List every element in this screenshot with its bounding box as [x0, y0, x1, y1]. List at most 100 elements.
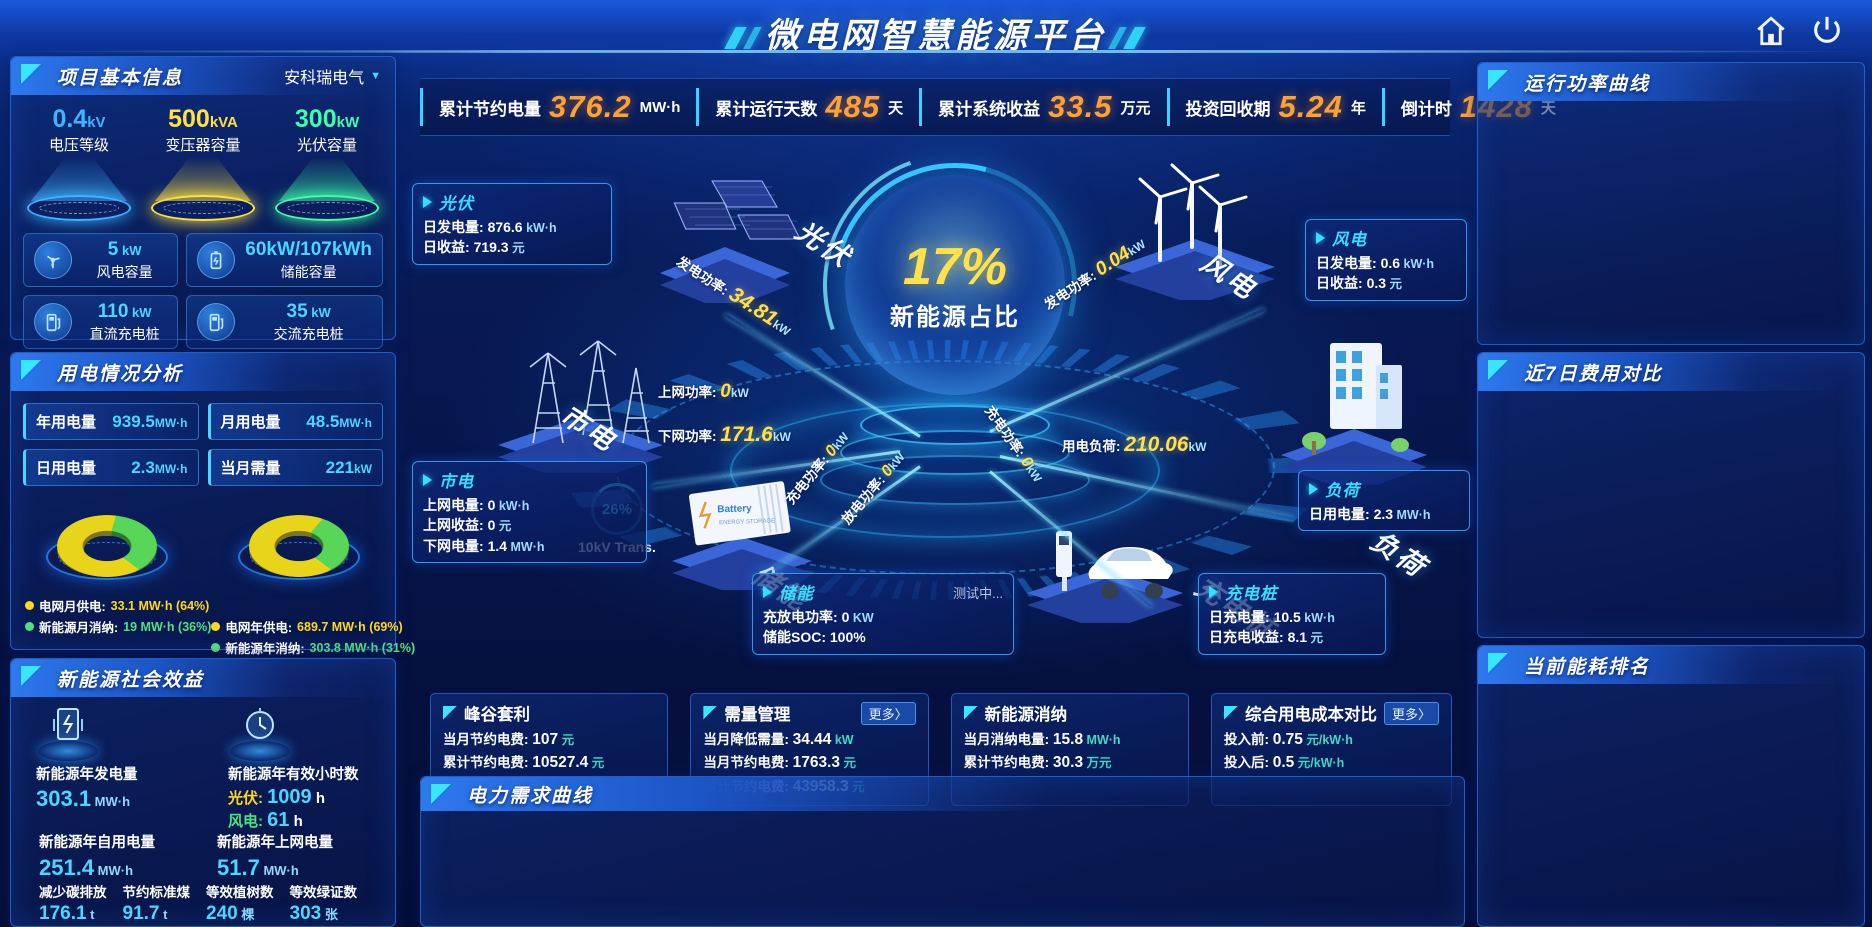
row-unit: kW·h — [495, 499, 530, 513]
summary-card-row: 累计节约电费: 30.3 万元 — [964, 751, 1176, 774]
power-icon[interactable] — [1810, 14, 1844, 48]
charger-icon — [197, 303, 236, 341]
node-pv[interactable] — [650, 163, 801, 311]
node-card-header: 负荷 — [1309, 477, 1459, 501]
benefit-icon-pad — [36, 705, 100, 761]
panel-title: 运行功率曲线 — [1524, 73, 1651, 95]
row-unit: 元 — [558, 733, 575, 747]
node-card-row: 日发电量: 0.6 kW·h — [1316, 253, 1456, 273]
summary-card-row: 当月节约电费: 1763.3 元 — [703, 751, 915, 774]
corner-glyph-icon — [443, 706, 457, 720]
benefit-label: 等效植树数 — [206, 884, 274, 900]
benefit-sub-number: 1009 — [267, 786, 312, 808]
summary-card-row: 当月消纳电量: 15.8 MW·h — [964, 728, 1176, 751]
capacity-card: 5 kW 风电容量 — [23, 233, 179, 287]
row-unit: 元/kW·h — [1294, 756, 1345, 771]
node-load[interactable] — [1272, 325, 1437, 493]
node-card-storage: 储能 测试中... 充放电功率: 0 KW 储能SOC: 100% — [752, 573, 1014, 655]
row-label: 累计节约电费: — [443, 755, 533, 771]
summary-card-title: 需量管理 — [724, 706, 791, 724]
title-decor-right-icon — [1123, 27, 1147, 49]
capacity-spotlights: 0.4kV 电压等级 500kVA 变压器容量 300kW 光伏容量 — [11, 95, 395, 221]
panel-usage-analysis: 用电情况分析 年用电量 939.5MW·h 月用电量 48.5MW·h 日用电量 2.3M… — [10, 352, 415, 656]
summary-card-row: 当月降低需量: 34.44 kW — [703, 728, 915, 751]
row-unit: 元 — [1386, 277, 1403, 292]
panel-power-curve: 运行功率曲线 — [1477, 62, 1865, 345]
benefit-sub-unit: h — [289, 813, 303, 830]
kpi-unit: 年 — [1350, 99, 1366, 117]
kpi-label: 倒计时 — [1400, 99, 1452, 119]
more-button[interactable]: 更多〉 — [860, 701, 916, 725]
node-card-load: 负荷 日用电量: 2.3 MW·h — [1298, 470, 1470, 532]
usage-chip-label: 月用电量 — [220, 414, 281, 431]
benefit-mini-stats: 减少碳排放 176.1 t 节约标准煤 91.7 t 等效植树数 240 棵 等效绿证数 30… — [11, 879, 395, 925]
node-card-row: 充放电功率: 0 KW — [763, 607, 1003, 627]
row-label: 日发电量: — [423, 219, 488, 235]
capacity-card-text: 5 kW 风电容量 — [82, 239, 167, 282]
benefit-sub-number: 61 — [267, 809, 290, 831]
benefit-sub-label: 风电: — [228, 813, 268, 830]
flow-value: 0 — [720, 381, 731, 402]
svg-text:ENERGY STORAGE: ENERGY STORAGE — [719, 518, 775, 526]
spotlight-pad-icon — [151, 195, 255, 221]
glow-pad-icon — [38, 741, 98, 761]
node-card-grid: 市电 上网电量: 0 kW·h 上网收益: 0 元下网电量: 1.4 MW·h — [412, 461, 647, 563]
row-unit: KW — [849, 611, 874, 625]
usage-chip-value: 221kW — [325, 457, 372, 477]
row-value: 0.5 — [1272, 754, 1295, 772]
flow-value: 210.06 — [1124, 433, 1189, 456]
capacity-value: 60kW/107kWh — [245, 238, 372, 260]
node-card-row: 日充电量: 10.5 kW·h — [1209, 607, 1375, 627]
flow-value: 171.6 — [720, 423, 773, 446]
node-card-wind: 风电 日发电量: 0.6 kW·h 日收益: 0.3 元 — [1305, 219, 1467, 301]
row-unit: kW·h — [1400, 257, 1435, 271]
row-unit: 万元 — [1083, 756, 1112, 771]
panel-title: 项目基本信息 — [57, 67, 184, 89]
row-label: 当月节约电费: — [443, 732, 533, 747]
row-value: 0.6 — [1380, 255, 1401, 271]
node-card-row: 上网收益: 0 元 — [423, 515, 636, 535]
node-card-title: 充电桩 — [1225, 585, 1278, 603]
title-decor-left2-icon — [742, 27, 762, 49]
spotlight-value: 500kVA — [168, 105, 238, 133]
donut-legend-item: 电网月供电: 33.1 MW·h (64%) — [25, 596, 211, 615]
row-label: 储能SOC: — [763, 629, 830, 646]
summary-card-row: 当月节约电费: 107 元 — [443, 728, 655, 751]
benefit-value: 91.7 t — [122, 902, 168, 924]
row-label: 上网收益: — [423, 517, 488, 534]
benefit-sub-unit: h — [311, 790, 326, 807]
legend-dot-icon — [211, 643, 221, 652]
flow-unit: kW — [730, 386, 749, 400]
glow-pad-icon — [230, 741, 290, 761]
node-card-row: 日充电收益: 8.1 元 — [1209, 627, 1375, 647]
more-button[interactable]: 更多〉 — [1383, 701, 1439, 725]
row-value: 107 — [532, 731, 559, 748]
company-dropdown[interactable]: 安科瑞电气 ▼ — [284, 64, 381, 88]
usage-chip-value: 939.5MW·h — [112, 411, 188, 431]
renewable-percent: 17% — [902, 238, 1008, 296]
capacity-value: 110 kW — [97, 300, 152, 322]
capacity-value: 5 kW — [107, 238, 142, 260]
capacity-cards: 5 kW 风电容量 60kW/107kWh 储能容量 110 kW 直流充电桩 35 kW 交… — [11, 221, 395, 349]
home-icon[interactable] — [1754, 14, 1788, 48]
row-value: 8.1 — [1287, 629, 1308, 646]
usage-chip-label: 年用电量 — [36, 414, 97, 431]
benefit-item: 新能源年发电量 303.1 MW·h — [22, 705, 192, 832]
panel-title: 新能源社会效益 — [57, 669, 205, 691]
node-wind[interactable] — [1100, 135, 1290, 305]
capacity-card: 35 kW 交流充电桩 — [186, 295, 383, 349]
capacity-card-text: 60kW/107kWh 储能容量 — [245, 239, 372, 282]
node-charger[interactable] — [1018, 503, 1193, 631]
row-unit: MW·h — [1083, 733, 1121, 747]
row-label: 日充电收益: — [1209, 629, 1288, 646]
benefit-sub-label: 光伏: — [228, 790, 268, 807]
row-label: 日收益: — [423, 239, 474, 256]
benefit-label: 新能源年有效小时数 — [228, 767, 359, 783]
panel-title: 近7日费用对比 — [1524, 363, 1663, 385]
node-grid[interactable] — [488, 313, 673, 485]
capacity-spotlight: 500kVA 变压器容量 — [144, 105, 262, 221]
benefit-value: 176.1 t — [39, 902, 95, 924]
spotlight-value: 300kW — [294, 105, 360, 133]
arrow-right-icon — [423, 196, 432, 208]
